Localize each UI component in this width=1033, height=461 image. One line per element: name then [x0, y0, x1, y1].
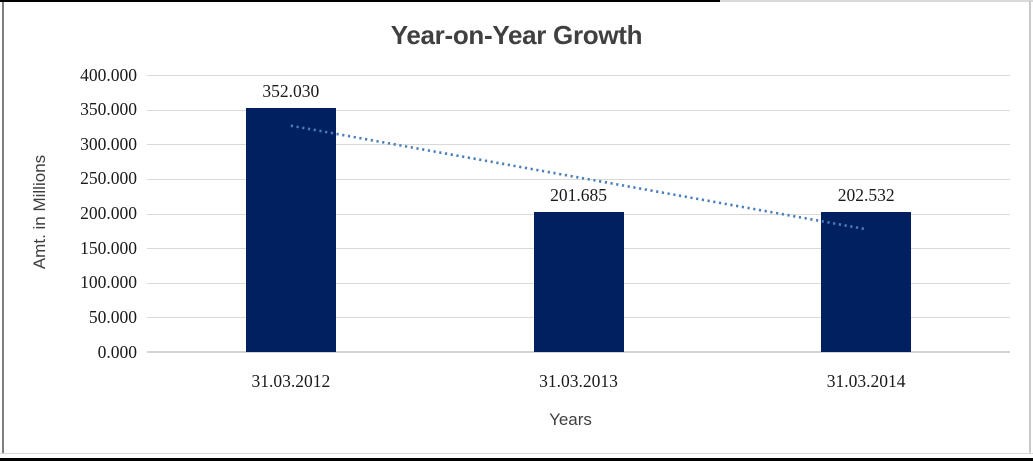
bar-31.03.2012	[245, 108, 336, 352]
data-label: 201.685	[550, 185, 607, 206]
gridline	[147, 75, 1010, 76]
chart-bottom-border	[0, 453, 1033, 454]
y-axis-title: Amt. in Millions	[30, 154, 49, 270]
y-tick-label: 400.000	[80, 64, 137, 85]
left-border	[2, 2, 4, 454]
x-axis-title: Years	[549, 410, 592, 429]
bar-31.03.2013	[533, 212, 624, 352]
bar-31.03.2014	[821, 211, 912, 352]
chart-title: Year-on-Year Growth	[390, 20, 643, 50]
y-tick-label: 0.000	[97, 341, 137, 362]
right-border	[1029, 1, 1031, 454]
y-tick-label: 200.000	[80, 203, 137, 223]
gridline	[147, 109, 1010, 111]
top-border-dark	[0, 0, 720, 2]
y-tick-label: 150.000	[80, 237, 137, 258]
x-axis-line	[147, 351, 1010, 353]
y-tick-label: 250.000	[80, 168, 137, 189]
data-label: 352.030	[262, 81, 320, 102]
bottom-border-dark	[0, 458, 1033, 461]
data-label: 202.532	[837, 184, 895, 205]
y-tick-label: 300.000	[80, 133, 137, 154]
top-border-light	[720, 0, 1033, 2]
x-tick-label: 31.03.2013	[539, 371, 618, 391]
y-tick-label: 350.000	[80, 99, 137, 120]
y-tick-label: 100.000	[80, 272, 137, 293]
x-tick-label: 31.03.2012	[251, 371, 331, 391]
x-tick-label: 31.03.2014	[826, 371, 906, 391]
y-tick-label: 50.000	[88, 306, 137, 327]
